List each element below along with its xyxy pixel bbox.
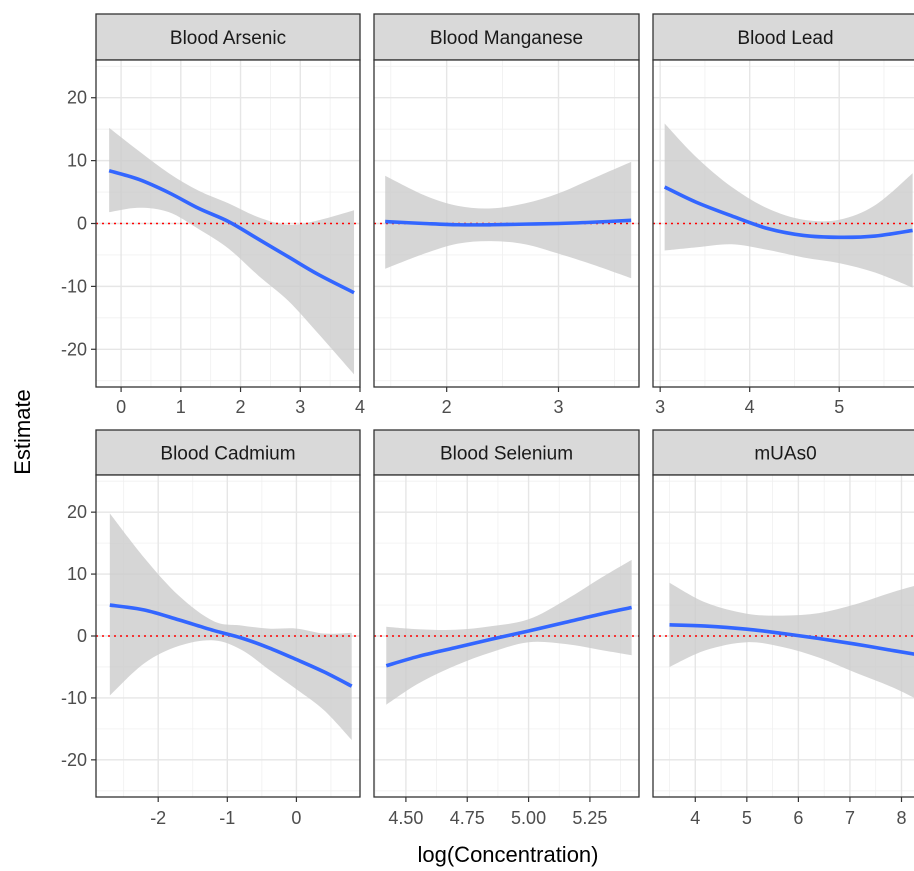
- panel-contents: [653, 60, 914, 387]
- smooth-line: [109, 603, 353, 688]
- facet-title: Blood Manganese: [430, 28, 583, 49]
- panel-contents: [653, 475, 914, 797]
- facet-strip: [652, 429, 914, 476]
- x-tick-label: 7: [845, 808, 855, 828]
- facet-panel: Blood Lead 3 4 5: [652, 13, 914, 417]
- panel-contents: [96, 475, 360, 797]
- smooth-line: [385, 218, 632, 227]
- panel-contents: [374, 475, 639, 797]
- facet-strip: [95, 429, 361, 476]
- facet-title: Blood Lead: [737, 28, 833, 49]
- x-tick-label: -2: [150, 808, 166, 828]
- confidence-band: [669, 582, 914, 698]
- x-tick-label: 5: [742, 808, 752, 828]
- x-tick-label: 4: [355, 397, 365, 417]
- x-tick-label: 3: [553, 397, 563, 417]
- y-tick-label: -10: [61, 276, 87, 296]
- facet-panel: mUAs0 4 5 6 7 8: [652, 429, 914, 828]
- x-tick-label: 6: [793, 808, 803, 828]
- x-tick-label: 0: [291, 808, 301, 828]
- x-tick-label: 3: [295, 397, 305, 417]
- facet-title: mUAs0: [754, 444, 816, 465]
- smooth-line: [663, 185, 913, 240]
- x-tick-label: 5: [834, 397, 844, 417]
- facet-panel: Blood Manganese 2 3: [373, 13, 640, 417]
- smooth-line: [669, 623, 914, 656]
- x-tick-label: 2: [442, 397, 452, 417]
- y-tick-label: 0: [77, 626, 87, 646]
- x-tick-label: 3: [655, 397, 665, 417]
- confidence-band: [109, 513, 352, 741]
- x-tick-label: 5.25: [572, 808, 607, 828]
- facet-title: Blood Selenium: [440, 444, 573, 465]
- smooth-line: [385, 605, 633, 668]
- smooth-line: [108, 168, 355, 295]
- y-tick-label: 20: [67, 502, 87, 522]
- panel-contents: [374, 60, 639, 387]
- facet-strip: [373, 13, 640, 61]
- x-tick-label: 8: [896, 808, 906, 828]
- x-tick-label: -1: [219, 808, 235, 828]
- x-tick-label: 1: [176, 397, 186, 417]
- panel-border: [373, 474, 640, 798]
- x-tick-label: 4: [745, 397, 755, 417]
- facet-panel: Blood Selenium 4.50 4.75 5.00 5.25: [373, 429, 640, 828]
- confidence-band: [385, 161, 632, 279]
- x-axis-title: log(Concentration): [418, 842, 599, 867]
- confidence-band: [664, 123, 913, 288]
- confidence-band: [386, 559, 632, 705]
- y-tick-label: 10: [67, 151, 87, 171]
- y-axis-title: Estimate: [10, 389, 35, 475]
- y-tick-label: 10: [67, 564, 87, 584]
- facet-title: Blood Arsenic: [170, 28, 286, 49]
- confidence-band: [109, 127, 355, 375]
- panel-border: [652, 59, 914, 388]
- y-tick-label: 20: [67, 88, 87, 108]
- y-tick-label: 0: [77, 214, 87, 234]
- facet-strip: [95, 13, 361, 61]
- x-tick-label: 2: [236, 397, 246, 417]
- x-tick-label: 4.75: [450, 808, 485, 828]
- facet-panel: Blood Arsenic 0 1 2 3 4 -20 -10 0 10 20: [61, 13, 365, 417]
- panel-border: [652, 474, 914, 798]
- x-tick-label: 4: [690, 808, 700, 828]
- panel-contents: [96, 60, 360, 387]
- y-tick-label: -20: [61, 339, 87, 359]
- x-tick-label: 5.00: [511, 808, 546, 828]
- y-tick-label: -10: [61, 688, 87, 708]
- x-tick-label: 0: [116, 397, 126, 417]
- facet-strip: [373, 429, 640, 476]
- x-tick-label: 4.50: [388, 808, 423, 828]
- facet-title: Blood Cadmium: [160, 444, 295, 465]
- panel-border: [373, 59, 640, 388]
- y-tick-label: -20: [61, 750, 87, 770]
